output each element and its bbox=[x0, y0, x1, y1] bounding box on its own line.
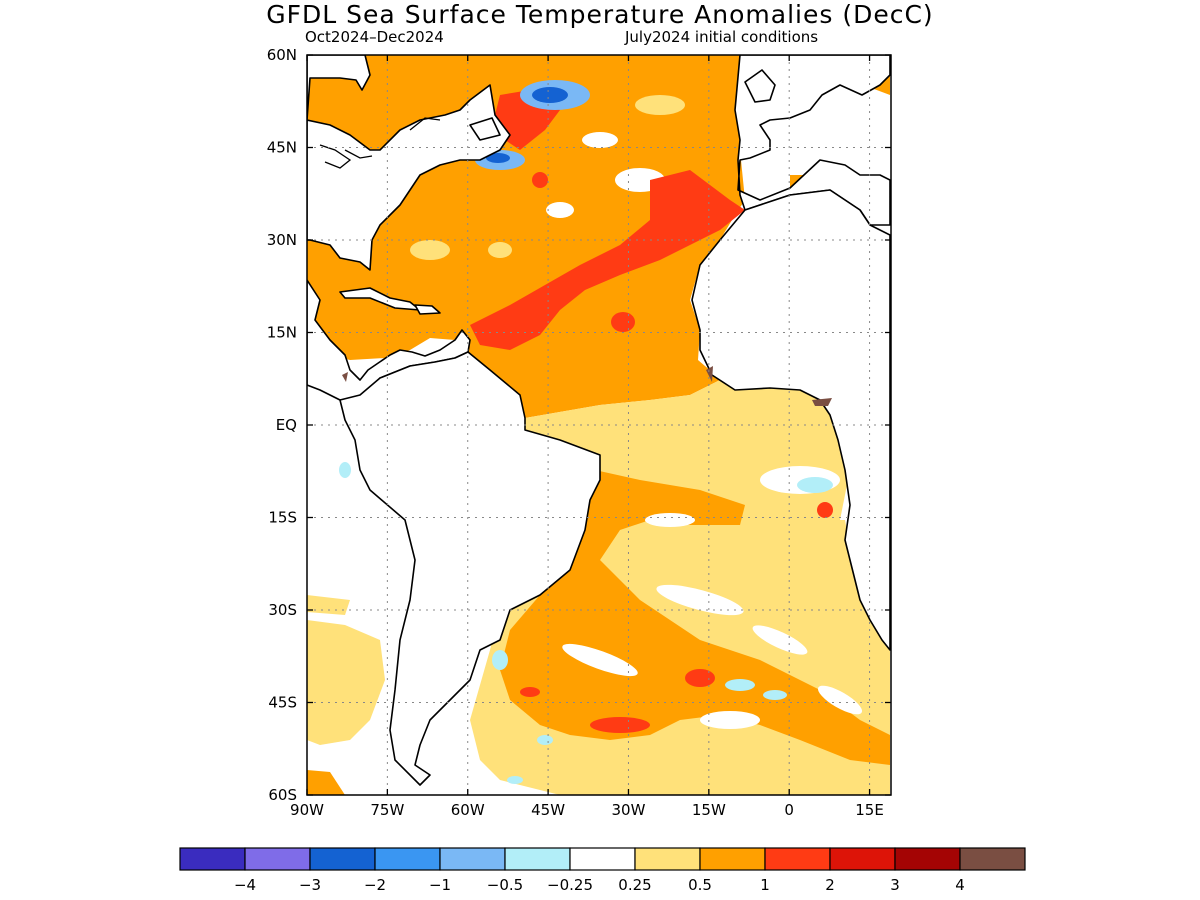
colorbar-label: −1 bbox=[429, 876, 451, 894]
colorbar: −4 −3 −2 −1 −0.5 −0.25 0.25 0.5 1 2 3 4 bbox=[179, 847, 1026, 894]
colorbar-swatch bbox=[634, 847, 701, 871]
colorbar-label: 1 bbox=[760, 876, 770, 894]
forecast-period: Oct2024–Dec2024 bbox=[305, 28, 444, 46]
lat-tick-label: 30N bbox=[267, 231, 297, 249]
colorbar-swatch bbox=[309, 847, 376, 871]
anomaly-region-sw-africa-cold bbox=[797, 477, 833, 493]
colorbar-swatch bbox=[179, 847, 246, 871]
colorbar-swatch bbox=[959, 847, 1026, 871]
lon-tick-label: 15W bbox=[692, 801, 726, 819]
colorbar-swatch bbox=[764, 847, 831, 871]
land-british-isles bbox=[744, 69, 776, 103]
land-masses bbox=[307, 55, 891, 786]
colorbar-label: −3 bbox=[299, 876, 321, 894]
land-newfoundland bbox=[469, 117, 501, 141]
lon-tick-label: 90W bbox=[290, 801, 324, 819]
lat-tick-label: 15S bbox=[268, 509, 297, 527]
lat-tick-label: 30S bbox=[268, 601, 297, 619]
land-africa bbox=[691, 189, 891, 651]
lat-tick-label: 60N bbox=[267, 46, 297, 64]
lat-tick-label: 60S bbox=[268, 786, 297, 804]
anomaly-region-se-pacific bbox=[307, 620, 385, 745]
lat-tick-label: 15N bbox=[267, 324, 297, 342]
lon-tick-label: 0 bbox=[784, 801, 794, 819]
colorbar-swatch bbox=[374, 847, 441, 871]
chart-title: GFDL Sea Surface Temperature Anomalies (… bbox=[266, 0, 934, 29]
colorbar-label: −0.5 bbox=[487, 876, 523, 894]
lon-tick-label: 15E bbox=[855, 801, 884, 819]
lat-tick-label: EQ bbox=[276, 416, 297, 434]
land-north-america bbox=[307, 55, 511, 271]
coast-detail bbox=[319, 117, 441, 169]
lat-tick-label: 45N bbox=[267, 139, 297, 157]
lon-tick-label: 75W bbox=[370, 801, 404, 819]
initial-conditions: July2024 initial conditions bbox=[625, 28, 819, 46]
lon-tick-label: 60W bbox=[451, 801, 485, 819]
colorbar-label: −4 bbox=[234, 876, 256, 894]
colorbar-swatch bbox=[829, 847, 896, 871]
colorbar-label: 0.5 bbox=[688, 876, 712, 894]
anomaly-region-south-subtropics bbox=[500, 470, 890, 765]
colorbar-swatch bbox=[699, 847, 766, 871]
gridlines bbox=[307, 55, 891, 795]
colorbar-label: 0.25 bbox=[618, 876, 651, 894]
colorbar-swatch bbox=[244, 847, 311, 871]
land-south-america bbox=[339, 351, 601, 786]
colorbar-label: 2 bbox=[825, 876, 835, 894]
lon-tick-label: 30W bbox=[612, 801, 646, 819]
colorbar-swatch bbox=[439, 847, 506, 871]
colorbar-label: −2 bbox=[364, 876, 386, 894]
lat-tick-label: 45S bbox=[268, 694, 297, 712]
anomaly-field bbox=[307, 55, 891, 795]
colorbar-label: 4 bbox=[955, 876, 965, 894]
land-hispaniola bbox=[414, 304, 441, 315]
colorbar-label: 3 bbox=[890, 876, 900, 894]
colorbar-swatch bbox=[569, 847, 636, 871]
colorbar-swatch bbox=[894, 847, 961, 871]
extreme-anomaly-patch bbox=[706, 366, 713, 382]
lon-tick-label: 45W bbox=[531, 801, 565, 819]
colorbar-label: −0.25 bbox=[547, 876, 593, 894]
colorbar-swatch bbox=[504, 847, 571, 871]
anomaly-region-central-band bbox=[470, 170, 745, 350]
